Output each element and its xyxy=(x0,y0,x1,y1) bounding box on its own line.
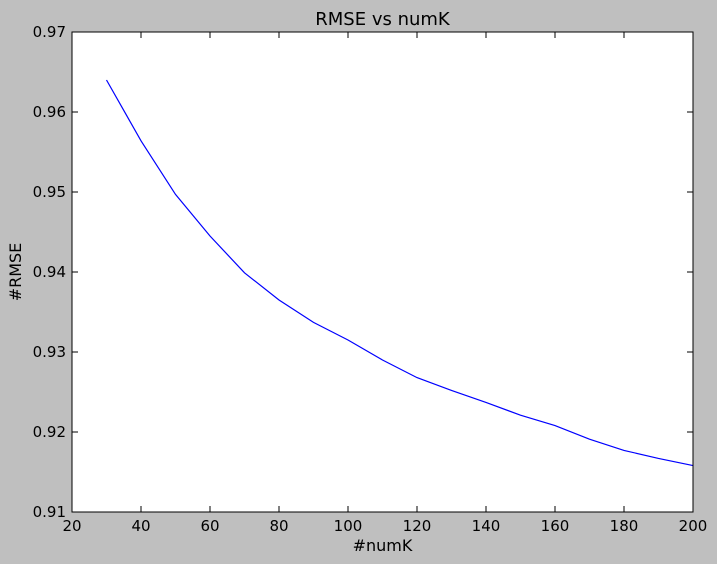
y-tick-label: 0.97 xyxy=(33,23,66,41)
y-axis-label: #RMSE xyxy=(6,243,25,302)
x-tick-label: 40 xyxy=(131,517,150,535)
y-tick-label: 0.94 xyxy=(33,263,66,281)
y-tick-label: 0.93 xyxy=(33,343,66,361)
x-axis-label: #numK xyxy=(353,536,413,555)
y-tick-label: 0.95 xyxy=(33,183,66,201)
x-tick-label: 140 xyxy=(472,517,501,535)
y-tick-label: 0.92 xyxy=(33,423,66,441)
x-tick-label: 100 xyxy=(334,517,363,535)
plot-area xyxy=(72,32,693,512)
plot-frame xyxy=(71,31,694,513)
chart-title: RMSE vs numK xyxy=(315,9,451,30)
series-line-0 xyxy=(105,79,694,467)
x-tick-label: 120 xyxy=(403,517,432,535)
x-tick-label: 160 xyxy=(541,517,570,535)
x-tick-label: 20 xyxy=(62,517,81,535)
y-tick-label: 0.96 xyxy=(33,103,66,121)
x-tick-label: 60 xyxy=(200,517,219,535)
y-tick-label: 0.91 xyxy=(33,503,66,521)
x-tick-label: 180 xyxy=(610,517,639,535)
x-tick-label: 200 xyxy=(679,517,708,535)
series-layer xyxy=(105,79,694,467)
x-tick-label: 80 xyxy=(269,517,288,535)
tick-labels: 20 40 60 80 100 120 140 160 180 200 0.91 0.92 0.93 0.… xyxy=(33,23,708,535)
